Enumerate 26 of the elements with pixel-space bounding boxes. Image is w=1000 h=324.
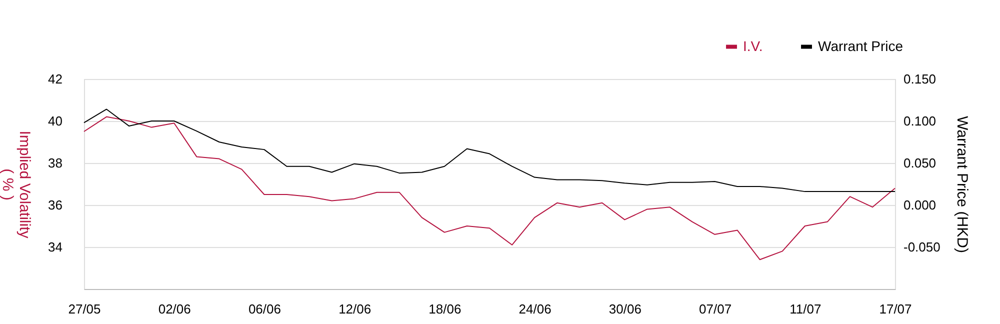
x-tick-label: 12/06 <box>338 302 372 316</box>
y-tick-label: 42 <box>48 72 62 86</box>
line-series <box>84 108 896 192</box>
y2-tick-label: -0.050 <box>904 240 940 254</box>
x-tick-label: 06/06 <box>248 302 281 316</box>
y2-tick-label: 0.100 <box>904 114 936 128</box>
y-tick-label: 40 <box>48 114 62 128</box>
y2-tick-label: 0.000 <box>904 198 936 212</box>
x-tick-label: 07/07 <box>699 302 732 316</box>
x-tick-label: 17/07 <box>879 302 912 316</box>
x-tick-label: 18/06 <box>428 302 462 316</box>
y-tick-label: 36 <box>48 198 62 212</box>
y2-tick-label: 0.150 <box>904 72 936 86</box>
x-tick-label: 02/06 <box>158 302 191 316</box>
legend-label: Warrant Price <box>818 38 904 54</box>
x-tick-label: 27/05 <box>68 302 101 316</box>
y-tick-label: 34 <box>48 240 62 254</box>
y-tick-label: 38 <box>48 156 62 170</box>
x-tick-label: 30/06 <box>608 302 642 316</box>
legend-label: I.V. <box>743 38 763 54</box>
y-axis-title: Implied Volatility ( % ) <box>0 130 34 239</box>
x-tick-label: 11/07 <box>790 302 822 316</box>
y2-axis-title: Warrant Price (HKD) <box>953 116 970 253</box>
line-series <box>84 116 896 260</box>
x-tick-label: 24/06 <box>518 302 552 316</box>
y2-tick-label: 0.050 <box>904 156 936 170</box>
